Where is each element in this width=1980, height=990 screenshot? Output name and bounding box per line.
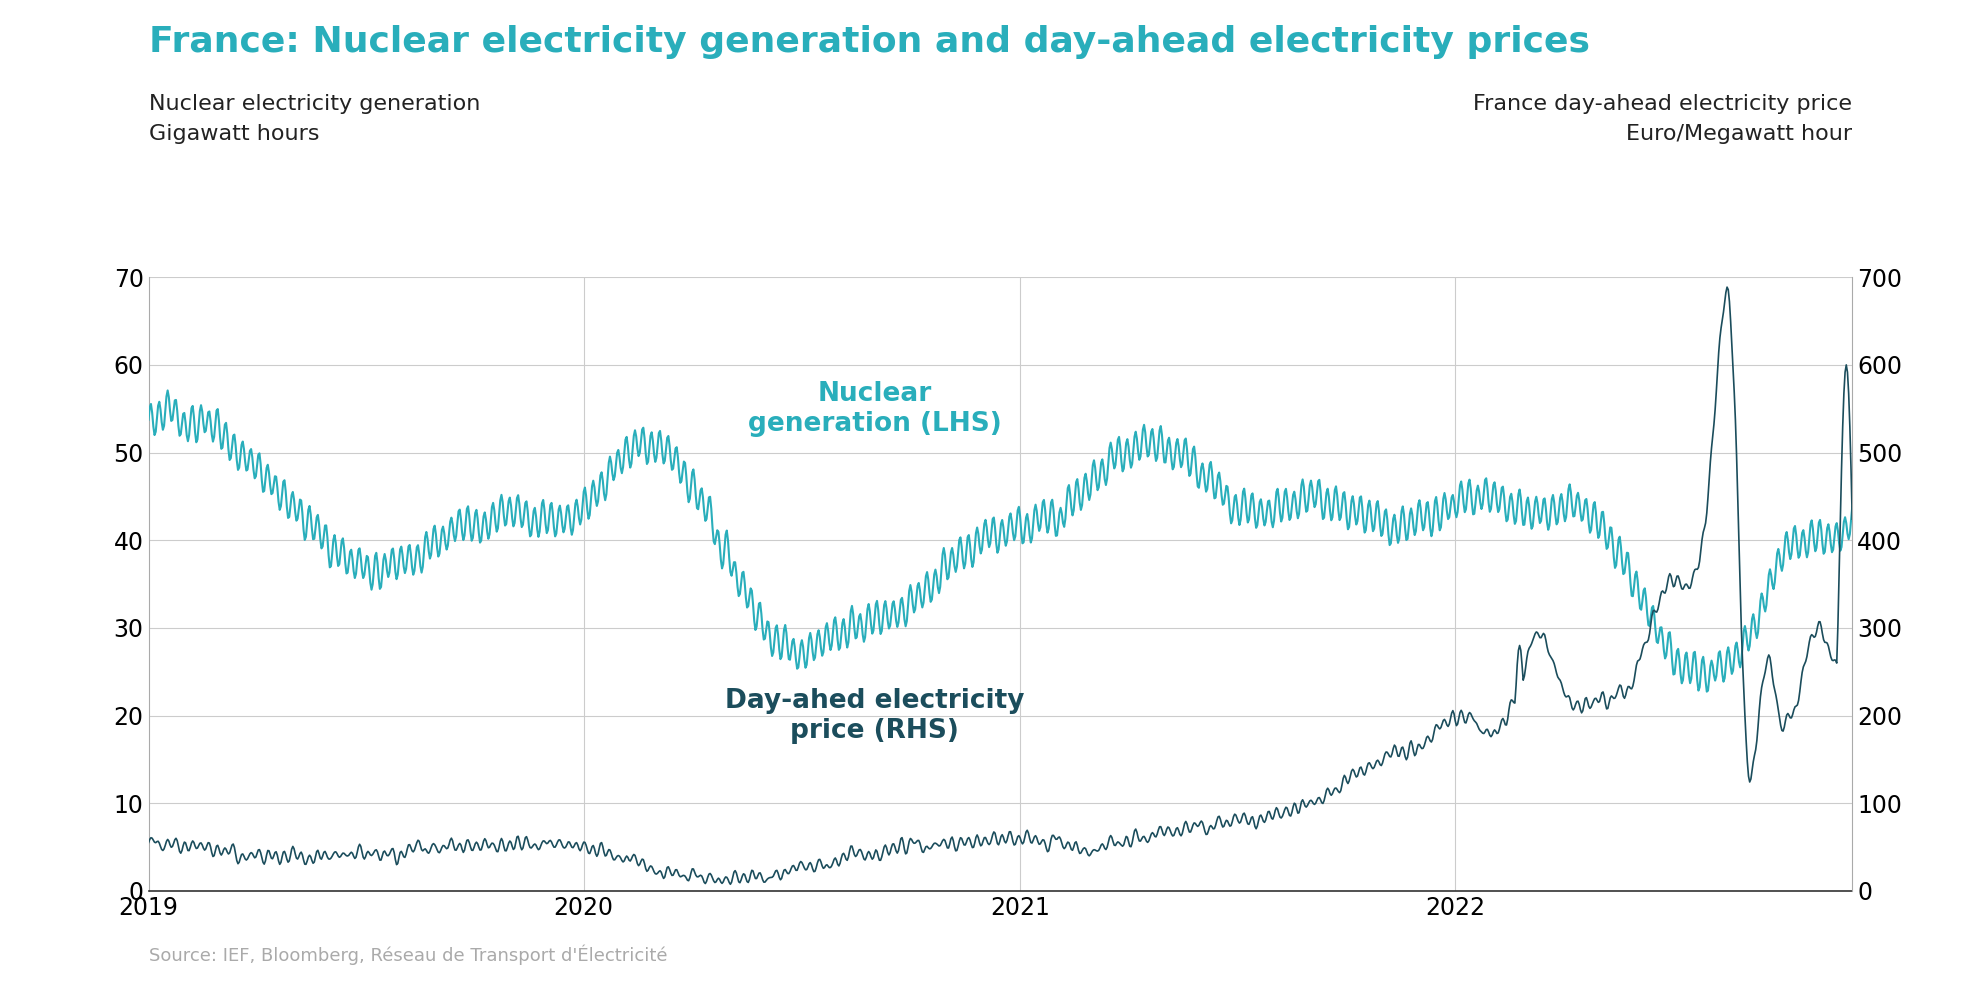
Text: Nuclear electricity generation: Nuclear electricity generation [148,94,479,114]
Text: Source: IEF, Bloomberg, Réseau de Transport d'Électricité: Source: IEF, Bloomberg, Réseau de Transp… [148,944,667,965]
Text: Day-ahed electricity
price (RHS): Day-ahed electricity price (RHS) [725,688,1024,743]
Text: Euro/Megawatt hour: Euro/Megawatt hour [1626,124,1851,144]
Text: Nuclear
generation (LHS): Nuclear generation (LHS) [746,381,1002,437]
Text: France day-ahead electricity price: France day-ahead electricity price [1473,94,1851,114]
Text: Gigawatt hours: Gigawatt hours [148,124,319,144]
Text: France: Nuclear electricity generation and day-ahead electricity prices: France: Nuclear electricity generation a… [148,25,1588,58]
